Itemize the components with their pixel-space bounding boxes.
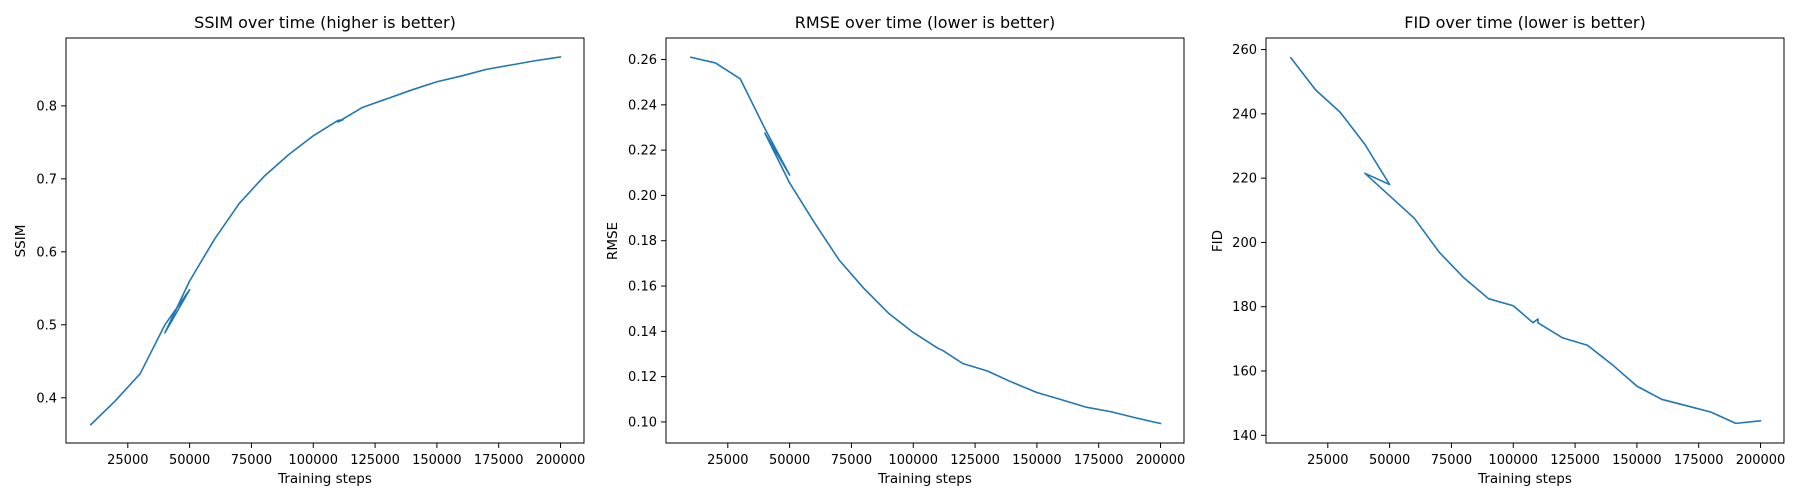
ssim-x-tick-label: 200000 <box>536 453 586 468</box>
rmse-y-tick-label: 0.14 <box>628 325 657 340</box>
fid-x-tick-label: 200000 <box>1736 453 1786 468</box>
rmse-y-tick-label: 0.26 <box>628 53 657 68</box>
fid-y-tick-label: 160 <box>1232 365 1257 380</box>
rmse-x-tick-label: 50000 <box>769 453 810 468</box>
fid-y-tick-label: 140 <box>1232 429 1257 444</box>
ssim-y-tick-label: 0.4 <box>36 391 57 406</box>
rmse-y-tick-label: 0.24 <box>628 98 657 113</box>
rmse-x-tick-label: 25000 <box>707 453 748 468</box>
fid-y-tick-label: 200 <box>1232 236 1257 251</box>
rmse-x-tick-label: 125000 <box>950 453 1000 468</box>
fid-x-tick-label: 175000 <box>1674 453 1724 468</box>
fid-plot-area: 25000 50000 75000 100000 125000 150000 175000 2… <box>1232 37 1786 468</box>
ssim-x-axis-label: Training steps <box>277 471 372 487</box>
fid-y-axis-label: FID <box>1210 230 1226 252</box>
rmse-x-tick-label: 100000 <box>888 453 938 468</box>
fid-y-tick-label: 260 <box>1232 43 1257 58</box>
ssim-y-axis-label: SSIM <box>13 225 29 258</box>
fid-x-tick-label: 150000 <box>1612 453 1662 468</box>
fid-panel: FID over time (lower is better) Training… <box>1210 13 1785 487</box>
ssim-panel: SSIM over time (higher is better) Traini… <box>13 13 585 487</box>
ssim-y-tick-label: 0.6 <box>36 245 57 260</box>
ssim-y-tick-label: 0.8 <box>36 99 57 114</box>
fid-x-tick-label: 100000 <box>1488 453 1538 468</box>
rmse-x-tick-label: 175000 <box>1074 453 1124 468</box>
rmse-y-tick-label: 0.16 <box>628 280 657 295</box>
fid-chart-title: FID over time (lower is better) <box>1404 13 1645 32</box>
ssim-x-tick-label: 100000 <box>288 453 338 468</box>
rmse-y-tick-label: 0.12 <box>628 370 657 385</box>
ssim-plot-area: 25000 50000 75000 100000 125000 150000 175000 2… <box>36 37 586 468</box>
fid-x-tick-label: 75000 <box>1431 453 1472 468</box>
fid-x-tick-label: 25000 <box>1307 453 1348 468</box>
rmse-y-tick-label: 0.10 <box>628 415 657 430</box>
fid-x-tick-label: 125000 <box>1550 453 1600 468</box>
rmse-y-axis-label: RMSE <box>605 222 621 260</box>
rmse-x-axis-label: Training steps <box>877 471 972 487</box>
rmse-x-tick-label: 200000 <box>1136 453 1186 468</box>
rmse-series-line <box>689 56 1162 425</box>
ssim-x-tick-label: 25000 <box>107 453 148 468</box>
fid-series-line <box>1289 56 1762 425</box>
rmse-plot-area: 25000 50000 75000 100000 125000 150000 175000 2… <box>628 37 1186 468</box>
ssim-series-line <box>89 56 562 426</box>
rmse-y-tick-label: 0.22 <box>628 144 657 159</box>
fid-axes-frame <box>1265 37 1785 444</box>
rmse-panel: RMSE over time (lower is better) Trainin… <box>605 13 1185 487</box>
rmse-chart-title: RMSE over time (lower is better) <box>795 13 1055 32</box>
ssim-x-tick-label: 125000 <box>350 453 400 468</box>
ssim-axes-frame <box>65 37 585 444</box>
fid-y-tick-label: 240 <box>1232 107 1257 122</box>
rmse-y-tick-label: 0.18 <box>628 234 657 249</box>
rmse-x-tick-label: 150000 <box>1012 453 1062 468</box>
fid-x-tick-label: 50000 <box>1369 453 1410 468</box>
ssim-y-tick-label: 0.5 <box>36 318 57 333</box>
fid-y-tick-label: 220 <box>1232 172 1257 187</box>
rmse-x-tick-label: 75000 <box>831 453 872 468</box>
ssim-x-tick-label: 150000 <box>412 453 462 468</box>
ssim-x-tick-label: 75000 <box>231 453 272 468</box>
ssim-chart-title: SSIM over time (higher is better) <box>194 13 456 32</box>
fid-x-axis-label: Training steps <box>1477 471 1572 487</box>
ssim-x-tick-label: 50000 <box>169 453 210 468</box>
ssim-x-tick-label: 175000 <box>474 453 524 468</box>
ssim-y-tick-label: 0.7 <box>36 172 57 187</box>
fid-y-tick-label: 180 <box>1232 300 1257 315</box>
rmse-y-tick-label: 0.20 <box>628 189 657 204</box>
